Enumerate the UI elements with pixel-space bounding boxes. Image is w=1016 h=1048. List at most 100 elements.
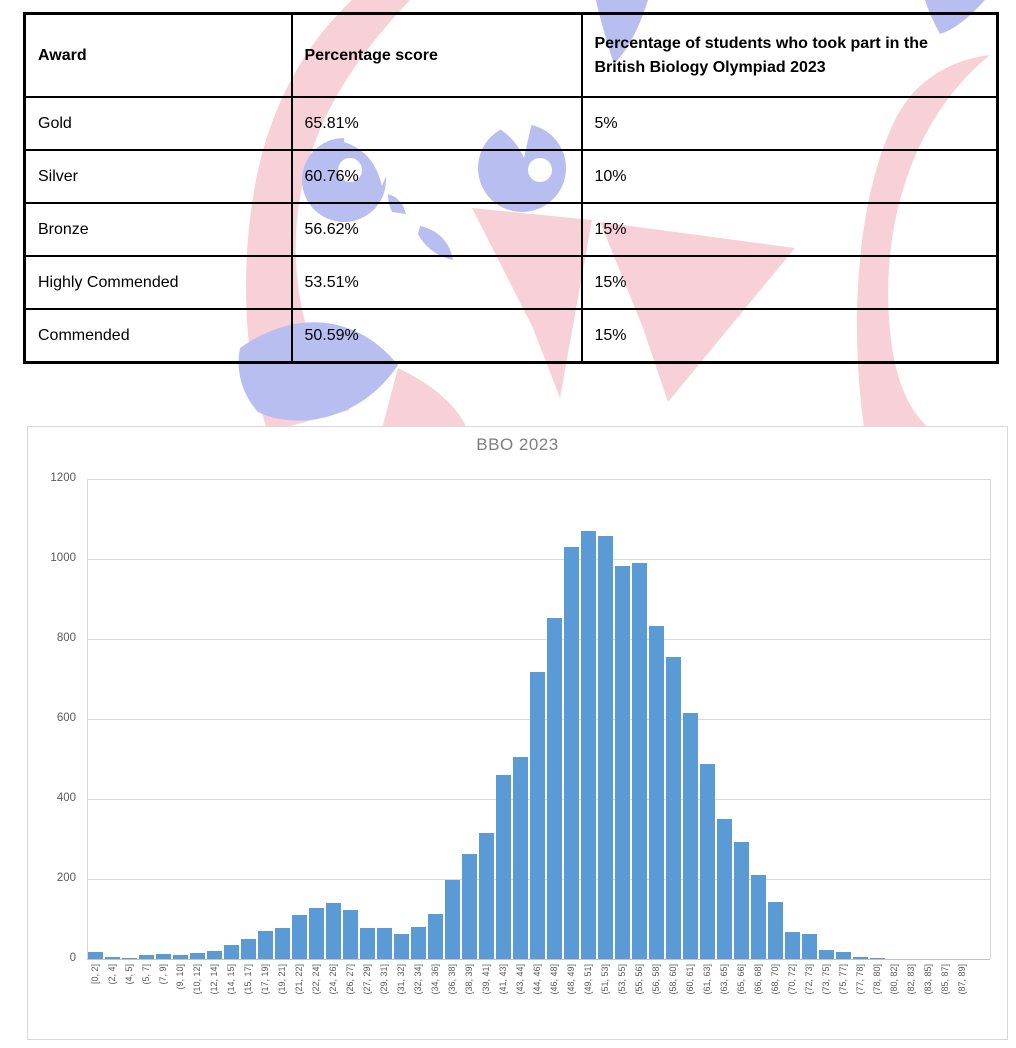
histogram-bar bbox=[767, 902, 784, 959]
histogram-bar bbox=[138, 955, 155, 959]
histogram-bar bbox=[750, 875, 767, 959]
table-row: Highly Commended 53.51% 15% bbox=[23, 255, 999, 310]
x-axis-category-label: (32, 34] bbox=[413, 964, 424, 995]
x-axis-category-label: (26, 27] bbox=[345, 964, 356, 995]
x-axis-category-label: (41, 43] bbox=[498, 964, 509, 995]
x-axis-category-label: (48, 49] bbox=[566, 964, 577, 995]
histogram-bar bbox=[733, 841, 750, 959]
x-axis-category-label: (14, 15] bbox=[226, 964, 237, 995]
gridline bbox=[87, 479, 990, 480]
x-axis-category-label: (31, 32] bbox=[396, 964, 407, 995]
x-axis-category-label: (80, 82] bbox=[889, 964, 900, 995]
y-axis-tick-label: 800 bbox=[56, 632, 76, 644]
histogram-bar bbox=[461, 853, 478, 959]
x-axis-category-label: (87, 89] bbox=[957, 964, 968, 995]
table-cell: Bronze bbox=[23, 202, 293, 257]
x-axis-category-label: (15, 17] bbox=[243, 964, 254, 995]
x-axis-category-label: (61, 63] bbox=[702, 964, 713, 995]
table-row: Bronze 56.62% 15% bbox=[23, 202, 999, 257]
column-header-label: Percentage score bbox=[304, 46, 438, 64]
histogram-bar bbox=[682, 713, 699, 959]
table-row: Gold 65.81% 5% bbox=[23, 96, 999, 151]
gridline bbox=[87, 639, 990, 640]
histogram-bar bbox=[512, 757, 529, 959]
histogram-bar bbox=[359, 927, 376, 959]
table-cell: Highly Commended bbox=[23, 255, 293, 310]
histogram-bar bbox=[172, 955, 189, 959]
plot-border-line bbox=[87, 479, 88, 959]
histogram-bar bbox=[121, 958, 138, 959]
histogram-bar bbox=[580, 531, 597, 959]
table-cell: 15% bbox=[580, 308, 999, 364]
x-axis-category-label: (9, 10] bbox=[175, 964, 186, 990]
histogram-bar bbox=[206, 951, 223, 959]
histogram-bar bbox=[869, 958, 886, 959]
x-axis-category-label: (77, 78] bbox=[855, 964, 866, 995]
x-axis-category-label: (19, 21] bbox=[277, 964, 288, 995]
table-cell: 5% bbox=[580, 96, 999, 151]
x-axis-category-label: (58, 60] bbox=[668, 964, 679, 995]
histogram-bar bbox=[631, 563, 648, 959]
histogram-bar bbox=[444, 879, 461, 959]
histogram-bar bbox=[784, 932, 801, 959]
x-axis-category-label: (78, 80] bbox=[872, 964, 883, 995]
table-cell: Gold bbox=[23, 96, 293, 151]
x-axis-category-label: (68, 70] bbox=[770, 964, 781, 995]
y-axis-tick-label: 1000 bbox=[50, 552, 76, 564]
histogram-bar bbox=[104, 957, 121, 959]
histogram-bar bbox=[852, 957, 869, 959]
x-axis-line bbox=[87, 959, 990, 960]
x-axis-category-label: (75, 77] bbox=[838, 964, 849, 995]
x-axis-category-label: (4, 5] bbox=[124, 964, 135, 985]
x-axis-category-label: (27, 29] bbox=[362, 964, 373, 995]
table-cell: 65.81% bbox=[290, 96, 583, 151]
histogram-bar bbox=[410, 927, 427, 959]
y-axis-tick-label: 0 bbox=[69, 952, 76, 964]
histogram-bar bbox=[291, 915, 308, 959]
histogram-bar bbox=[614, 565, 631, 959]
x-axis-category-label: (21, 22] bbox=[294, 964, 305, 995]
x-axis-category-label: (60, 61] bbox=[685, 964, 696, 995]
histogram-bar bbox=[546, 618, 563, 959]
histogram-bar bbox=[87, 951, 104, 959]
x-axis-category-label: (51, 53] bbox=[600, 964, 611, 995]
x-axis-category-label: (49, 51] bbox=[583, 964, 594, 995]
table-row: Commended 50.59% 15% bbox=[23, 308, 999, 364]
histogram-bar bbox=[478, 832, 495, 959]
table-cell: 15% bbox=[580, 255, 999, 310]
table-cell: Commended bbox=[23, 308, 293, 364]
histogram-bar bbox=[325, 903, 342, 959]
histogram-bar bbox=[155, 954, 172, 959]
histogram-bar bbox=[427, 914, 444, 959]
y-axis-tick-label: 200 bbox=[56, 872, 76, 884]
x-axis-category-label: (46, 48] bbox=[549, 964, 560, 995]
x-axis-category-label: (36, 38] bbox=[447, 964, 458, 995]
x-axis-category-label: (43, 44] bbox=[515, 964, 526, 995]
column-header: Percentage score bbox=[290, 12, 583, 98]
table-cell: 53.51% bbox=[290, 255, 583, 310]
chart-title: BBO 2023 bbox=[476, 435, 559, 454]
histogram-bar bbox=[597, 536, 614, 959]
x-axis-category-label: (7, 9] bbox=[158, 964, 169, 985]
table-cell: Silver bbox=[23, 149, 293, 204]
x-axis-category-label: (56, 58] bbox=[651, 964, 662, 995]
histogram-bar bbox=[699, 764, 716, 959]
histogram-bar bbox=[801, 934, 818, 959]
histogram-bar bbox=[648, 625, 665, 959]
histogram-bar bbox=[835, 952, 852, 959]
x-axis-category-label: (65, 66] bbox=[736, 964, 747, 995]
x-axis-category-label: (85, 87] bbox=[940, 964, 951, 995]
y-axis-tick-label: 600 bbox=[56, 712, 76, 724]
table-cell: 60.76% bbox=[290, 149, 583, 204]
column-header: Percentage of students who took part in … bbox=[580, 12, 999, 98]
x-axis-category-label: (63, 65] bbox=[719, 964, 730, 995]
table-body: Gold 65.81% 5% Silver 60.76% 10% Bronze 56.62% 1… bbox=[23, 96, 999, 364]
table-cell: 56.62% bbox=[290, 202, 583, 257]
x-axis-category-label: (17, 19] bbox=[260, 964, 271, 995]
histogram-bar bbox=[223, 944, 240, 959]
histogram-bar bbox=[376, 927, 393, 959]
bbo-2023-histogram: BBO 2023 0 200 400 600 800 1000 1200 [0, 2] (2, … bbox=[27, 426, 1008, 1040]
histogram-bar bbox=[529, 671, 546, 959]
x-axis-category-label: (72, 73] bbox=[804, 964, 815, 995]
histogram-bar bbox=[495, 775, 512, 959]
